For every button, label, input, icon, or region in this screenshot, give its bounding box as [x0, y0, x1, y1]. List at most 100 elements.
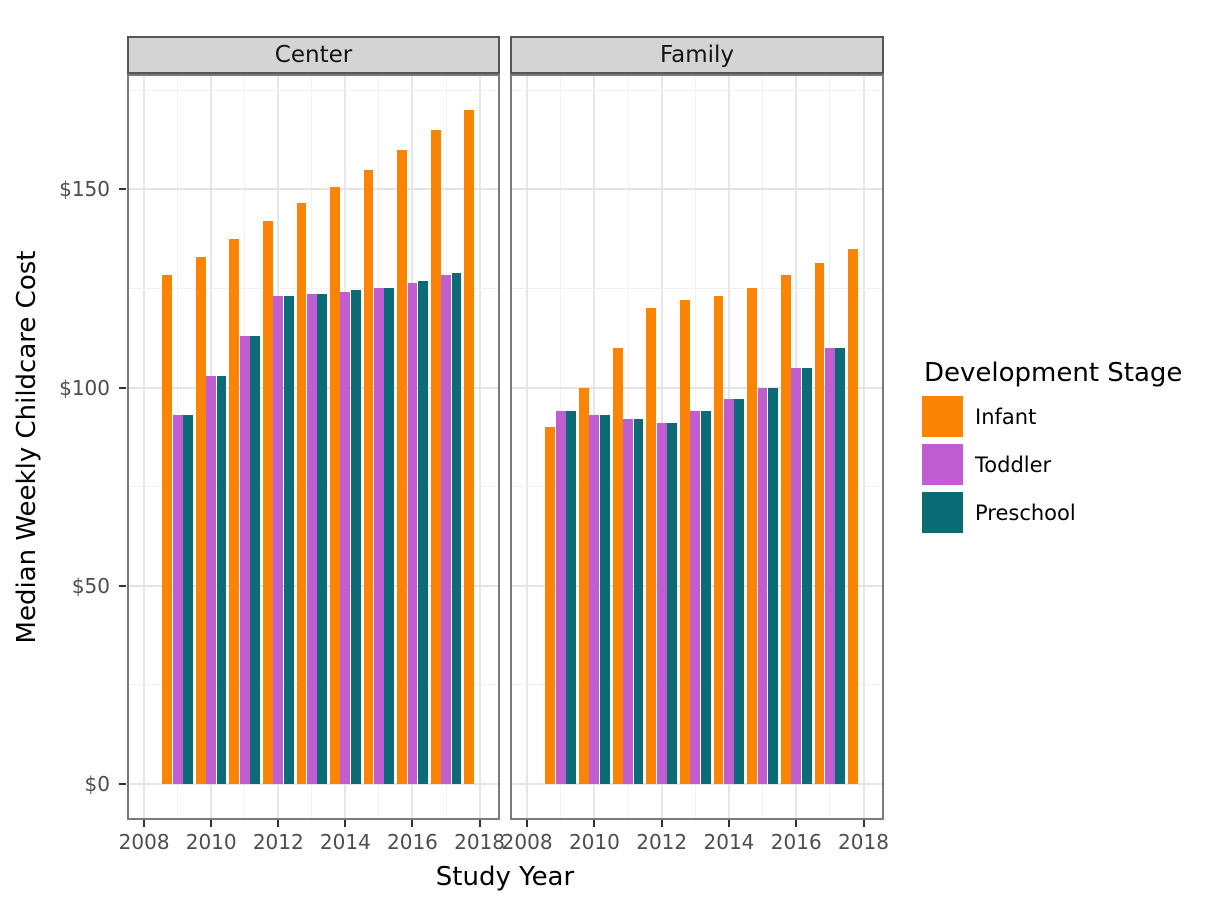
x-axis-title: Study Year — [435, 862, 575, 892]
plot-panel-family — [510, 74, 884, 820]
y-axis-tick — [119, 386, 126, 389]
x-tick-label: 2008 — [501, 830, 553, 854]
bar-family-toddler-2014 — [724, 399, 734, 784]
x-tick-label: 2014 — [319, 830, 371, 854]
x-axis-tick — [344, 820, 347, 827]
bar-family-infant-2017 — [814, 262, 825, 784]
gridline-horizontal — [512, 386, 882, 389]
y-tick-label: $100 — [59, 375, 110, 400]
x-axis-tick — [862, 820, 865, 827]
gridline-vertical — [143, 76, 146, 818]
bar-center-preschool-2017 — [451, 272, 462, 784]
gridline-horizontal — [129, 188, 498, 191]
bar-family-infant-2009 — [545, 427, 556, 784]
legend-key-infant-swatch-icon — [922, 396, 963, 437]
bar-center-toddler-2009 — [172, 415, 183, 784]
y-axis-tick — [119, 188, 126, 191]
gridline-horizontal — [512, 287, 882, 289]
bar-center-preschool-2015 — [384, 288, 395, 784]
bar-center-preschool-2014 — [350, 290, 361, 784]
bar-center-infant-2009 — [162, 274, 173, 784]
gridline-vertical — [526, 76, 529, 818]
y-axis-tick — [119, 584, 126, 587]
bar-family-toddler-2015 — [757, 387, 768, 784]
bar-family-toddler-2010 — [589, 415, 600, 784]
x-axis-tick — [660, 820, 663, 827]
bar-family-toddler-2009 — [555, 411, 566, 784]
bar-center-toddler-2013 — [306, 294, 317, 784]
y-tick-label: $0 — [84, 771, 110, 796]
legend-item-preschool: Preschool — [922, 492, 1222, 533]
legend-title: Development Stage — [924, 358, 1183, 388]
x-axis-tick — [795, 820, 798, 827]
x-axis-tick — [727, 820, 730, 827]
gridline-vertical — [478, 76, 481, 818]
x-tick-label: 2018 — [838, 830, 889, 854]
gridline-horizontal — [129, 287, 498, 289]
legend-key-preschool-swatch-icon — [922, 492, 963, 533]
x-tick-label: 2016 — [387, 830, 438, 854]
x-axis-tick — [411, 820, 414, 827]
bar-family-preschool-2014 — [734, 399, 745, 784]
y-tick-label: $50 — [71, 573, 110, 598]
x-tick-label: 2012 — [252, 830, 304, 854]
bar-family-preschool-2016 — [801, 367, 812, 784]
bar-center-toddler-2012 — [273, 296, 284, 784]
x-axis-tick — [143, 820, 146, 827]
x-axis-tick — [593, 820, 596, 827]
facet-strip-family-label: Family — [659, 42, 734, 68]
bar-center-infant-2018 — [464, 110, 475, 784]
bar-center-infant-2011 — [229, 238, 240, 784]
bar-center-preschool-2011 — [250, 336, 261, 784]
y-tick-label: $150 — [59, 177, 110, 202]
bar-center-toddler-2015 — [374, 288, 384, 784]
x-tick-label: 2018 — [454, 830, 505, 854]
bar-family-preschool-2012 — [667, 423, 677, 784]
bar-family-toddler-2017 — [824, 347, 835, 784]
gridline-horizontal — [512, 188, 882, 191]
bar-family-infant-2016 — [780, 274, 791, 784]
x-tick-label: 2012 — [636, 830, 688, 854]
bar-family-toddler-2013 — [690, 411, 701, 784]
bar-family-preschool-2015 — [768, 387, 778, 784]
bar-family-preschool-2011 — [633, 419, 644, 784]
bar-center-preschool-2009 — [183, 415, 193, 784]
bar-family-toddler-2011 — [623, 419, 633, 784]
bar-family-toddler-2012 — [656, 423, 667, 784]
bar-center-preschool-2012 — [283, 296, 294, 784]
bar-family-preschool-2013 — [700, 411, 711, 784]
facet-strip-center: Center — [127, 36, 500, 74]
bar-center-preschool-2010 — [216, 375, 227, 784]
bar-center-infant-2010 — [195, 256, 206, 784]
x-tick-label: 2008 — [118, 830, 170, 854]
facet-strip-family: Family — [510, 36, 884, 74]
gridline-horizontal — [129, 782, 498, 785]
gridline-horizontal — [512, 89, 882, 91]
facet-strip-center-label: Center — [274, 42, 353, 68]
bar-center-preschool-2013 — [317, 294, 328, 784]
bar-center-infant-2013 — [296, 203, 307, 784]
legend-item-toddler: Toddler — [922, 444, 1222, 485]
bar-family-preschool-2017 — [835, 347, 846, 784]
bar-family-preschool-2010 — [599, 415, 610, 784]
bar-center-toddler-2017 — [441, 274, 451, 784]
bar-center-toddler-2011 — [239, 336, 250, 784]
legend: Development Stage Infant Toddler Prescho… — [922, 358, 1222, 540]
bar-family-infant-2011 — [612, 347, 623, 784]
x-tick-label: 2014 — [703, 830, 755, 854]
bar-center-toddler-2016 — [407, 282, 418, 784]
legend-label-toddler: Toddler — [975, 452, 1052, 477]
legend-label-preschool: Preschool — [975, 500, 1076, 525]
bar-family-infant-2014 — [713, 296, 724, 784]
legend-item-infant: Infant — [922, 396, 1222, 437]
bar-family-toddler-2016 — [791, 367, 802, 784]
bar-center-infant-2017 — [430, 129, 441, 784]
gridline-horizontal — [129, 89, 498, 91]
bar-family-infant-2012 — [646, 308, 657, 784]
legend-key-toddler-swatch-icon — [922, 444, 963, 485]
x-axis-tick — [526, 820, 529, 827]
x-axis-tick — [478, 820, 481, 827]
bar-center-toddler-2014 — [340, 292, 351, 784]
bar-family-infant-2015 — [747, 288, 758, 784]
